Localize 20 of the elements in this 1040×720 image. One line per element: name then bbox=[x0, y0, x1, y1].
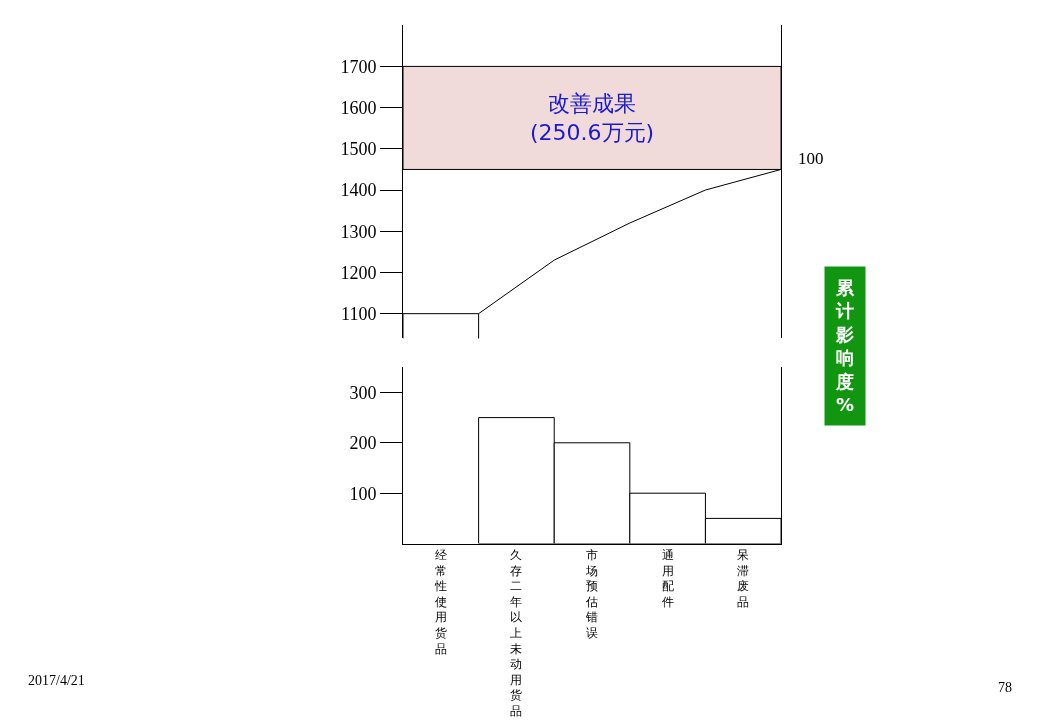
x-tick-label: 通用配件 bbox=[661, 548, 674, 609]
x-tick-label: 呆滞废品 bbox=[737, 548, 750, 609]
y-tick-label: 100 bbox=[349, 483, 377, 504]
y-tick-label: 1600 bbox=[340, 97, 377, 118]
y-tick-label: 1100 bbox=[341, 303, 377, 324]
y-tick-label: 200 bbox=[349, 433, 377, 454]
band-label: 改善成果 (250.6万元) bbox=[530, 91, 655, 145]
y-tick-label: 1500 bbox=[340, 139, 377, 160]
y-tick-label: 1200 bbox=[340, 262, 377, 283]
text: 2017/4/21 bbox=[28, 673, 85, 688]
y-tick-label: 1700 bbox=[340, 56, 377, 77]
y-tick-label: 1400 bbox=[340, 180, 377, 201]
text: 100 bbox=[798, 149, 824, 168]
text: 78 bbox=[998, 680, 1012, 695]
text: 累计影响度% bbox=[835, 277, 855, 415]
x-tick-label: 经常性使用货品 bbox=[433, 548, 447, 656]
x-tick-label: 市场预估错误 bbox=[585, 548, 599, 640]
y-tick-label: 1300 bbox=[340, 221, 377, 242]
y-tick-label: 300 bbox=[349, 382, 377, 403]
category-label: 久存二年以上未动用货品 bbox=[510, 548, 523, 718]
